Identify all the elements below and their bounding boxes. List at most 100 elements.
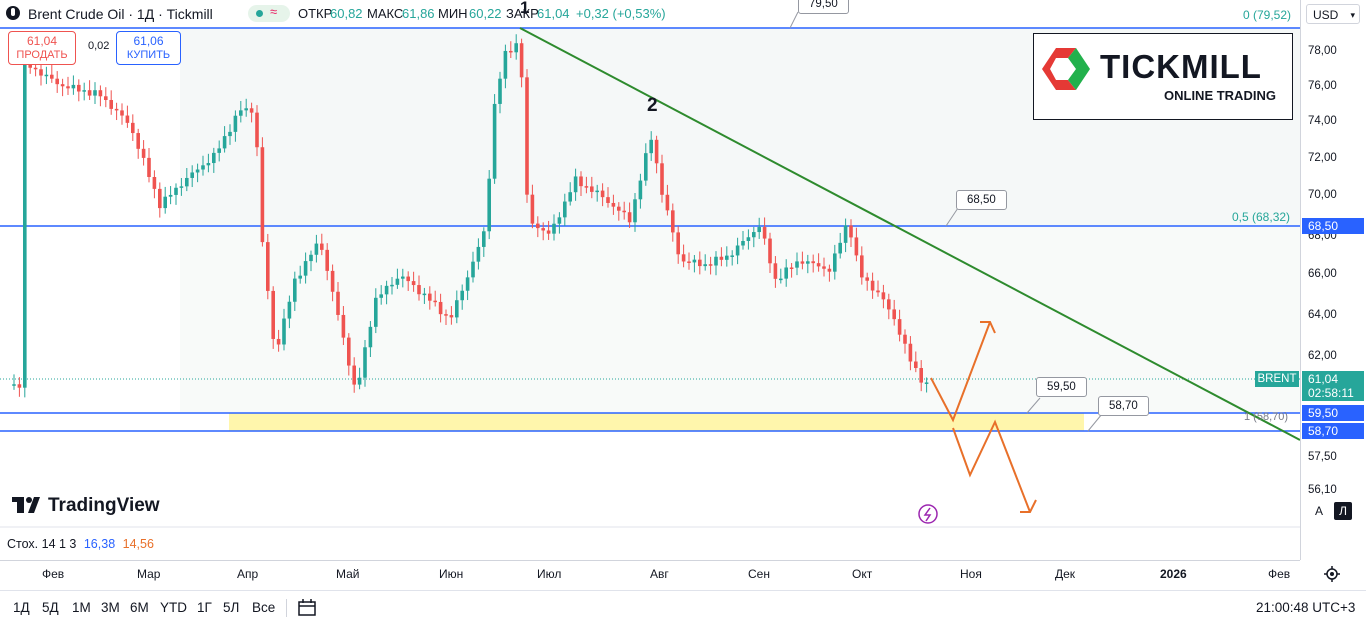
timeframe-5y[interactable]: 5Л [223, 600, 240, 615]
events-icon[interactable] [918, 504, 938, 524]
close-label: ЗАКР [506, 6, 539, 21]
candle-body [914, 361, 918, 369]
candle-body [503, 50, 508, 79]
clock[interactable]: 21:00:48 UTC+3 [1256, 600, 1356, 615]
time-tick: Авг [650, 567, 669, 581]
trend-line[interactable] [519, 27, 1300, 441]
candle-body [719, 256, 724, 260]
support-zone [229, 413, 1084, 431]
candle-body [692, 259, 697, 263]
wave-label-1: 1 [520, 0, 530, 17]
time-tick: Фев [42, 567, 65, 581]
candle-body [158, 188, 162, 209]
timeframe-1d[interactable]: 1Д [13, 600, 30, 615]
callout-5950[interactable]: 59,50 [1036, 377, 1087, 397]
candle-body [924, 382, 929, 384]
stoch-k-value: 16,38 [83, 537, 116, 551]
sell-button[interactable]: 61,04 ПРОДАТЬ [8, 31, 76, 65]
timeframe-1m[interactable]: 1М [72, 600, 91, 615]
candle-body [519, 43, 524, 78]
timeframe-5d[interactable]: 5Д [42, 600, 59, 615]
candle-body [530, 194, 535, 224]
time-tick: 2026 [1160, 567, 1187, 581]
candle-body [23, 59, 27, 388]
candle-body [384, 285, 389, 295]
candle-body [876, 290, 880, 293]
timeframe-all[interactable]: Все [252, 600, 276, 615]
currency-select[interactable]: USD ▾ [1306, 4, 1360, 24]
candle-body [881, 292, 886, 300]
currency-value: USD [1313, 8, 1339, 22]
candle-body [676, 232, 680, 255]
candle-body [509, 50, 513, 53]
log-scale-button[interactable]: Л [1334, 502, 1352, 520]
auto-scale-button[interactable]: A [1314, 504, 1323, 518]
buy-button[interactable]: 61,06 КУПИТЬ [116, 31, 181, 65]
price-tick: 56,10 [1308, 484, 1337, 496]
high-value: 61,86 [402, 6, 435, 21]
arrow-head-down-icon [1020, 499, 1037, 513]
candle-body [611, 202, 616, 207]
candle-body [757, 227, 761, 233]
market-status-badge[interactable] [248, 5, 290, 22]
timeframe-1y[interactable]: 1Г [197, 600, 212, 615]
candle-body [725, 255, 729, 260]
time-tick: Июн [439, 567, 464, 581]
callout-6850[interactable]: 68,50 [956, 190, 1007, 210]
timeframe-ytd[interactable]: YTD [160, 600, 187, 615]
time-tick: Ноя [960, 567, 982, 581]
symbol-title[interactable]: Brent Crude Oil · 1Д · Tickmill [28, 6, 213, 22]
candle-body [233, 115, 238, 132]
candle-body [784, 267, 788, 279]
candle-body [854, 237, 859, 256]
candle-body [546, 230, 551, 234]
candle-body [293, 278, 297, 302]
candle-body [827, 268, 832, 272]
candle-body [887, 299, 891, 310]
candle-body [838, 242, 842, 254]
candle-body [179, 186, 184, 188]
candle-body [125, 115, 130, 123]
chart-settings-gear-icon[interactable] [1323, 565, 1341, 583]
candle-body [303, 261, 308, 276]
symbol-header: Brent Crude Oil · 1Д · Tickmill ≈ ОТКР 6… [0, 0, 1300, 28]
date-range-calendar-icon[interactable] [298, 599, 318, 617]
candle-body [773, 263, 778, 279]
candle-body [687, 261, 691, 263]
indicator-name: Стох. 14 1 3 [7, 537, 77, 551]
candle-body [606, 197, 610, 203]
candle-body [152, 176, 157, 189]
price-tick: 72,00 [1308, 152, 1337, 164]
forecast-arrow-up[interactable] [930, 321, 991, 423]
forecast-arrow-down[interactable] [952, 419, 1031, 513]
candle-body [752, 232, 756, 238]
indicator-legend[interactable]: Стох. 14 1 3 16,38 14,56 [7, 537, 154, 551]
candle-body [671, 210, 675, 233]
callout-7950[interactable]: 79,50 [798, 0, 849, 14]
callout-5870[interactable]: 58,70 [1098, 396, 1149, 416]
price-axis[interactable] [1300, 0, 1366, 560]
time-axis[interactable] [0, 560, 1300, 587]
time-tick: Дек [1055, 567, 1076, 581]
time-tick: Июл [537, 567, 562, 581]
market-open-dot-icon [256, 10, 263, 17]
price-tick: 70,00 [1308, 189, 1337, 201]
candle-body [298, 275, 302, 279]
candle-body [665, 194, 670, 211]
candle-body [552, 223, 556, 234]
candle-body [460, 290, 464, 301]
candle-body [244, 108, 248, 111]
candle-body [379, 294, 383, 298]
candle-body [908, 343, 913, 362]
candle-body [266, 242, 270, 291]
price-tick: 57,50 [1308, 451, 1337, 463]
timeframe-3m[interactable]: 3М [101, 600, 120, 615]
timeframe-6m[interactable]: 6М [130, 600, 149, 615]
candle-body [71, 84, 76, 89]
candle-body [487, 178, 491, 232]
candle-body [746, 237, 751, 241]
candle-body [357, 377, 362, 385]
price-tick: 76,00 [1308, 80, 1337, 92]
candle-body [33, 67, 38, 70]
current-price-value: 61,04 [1308, 372, 1339, 386]
